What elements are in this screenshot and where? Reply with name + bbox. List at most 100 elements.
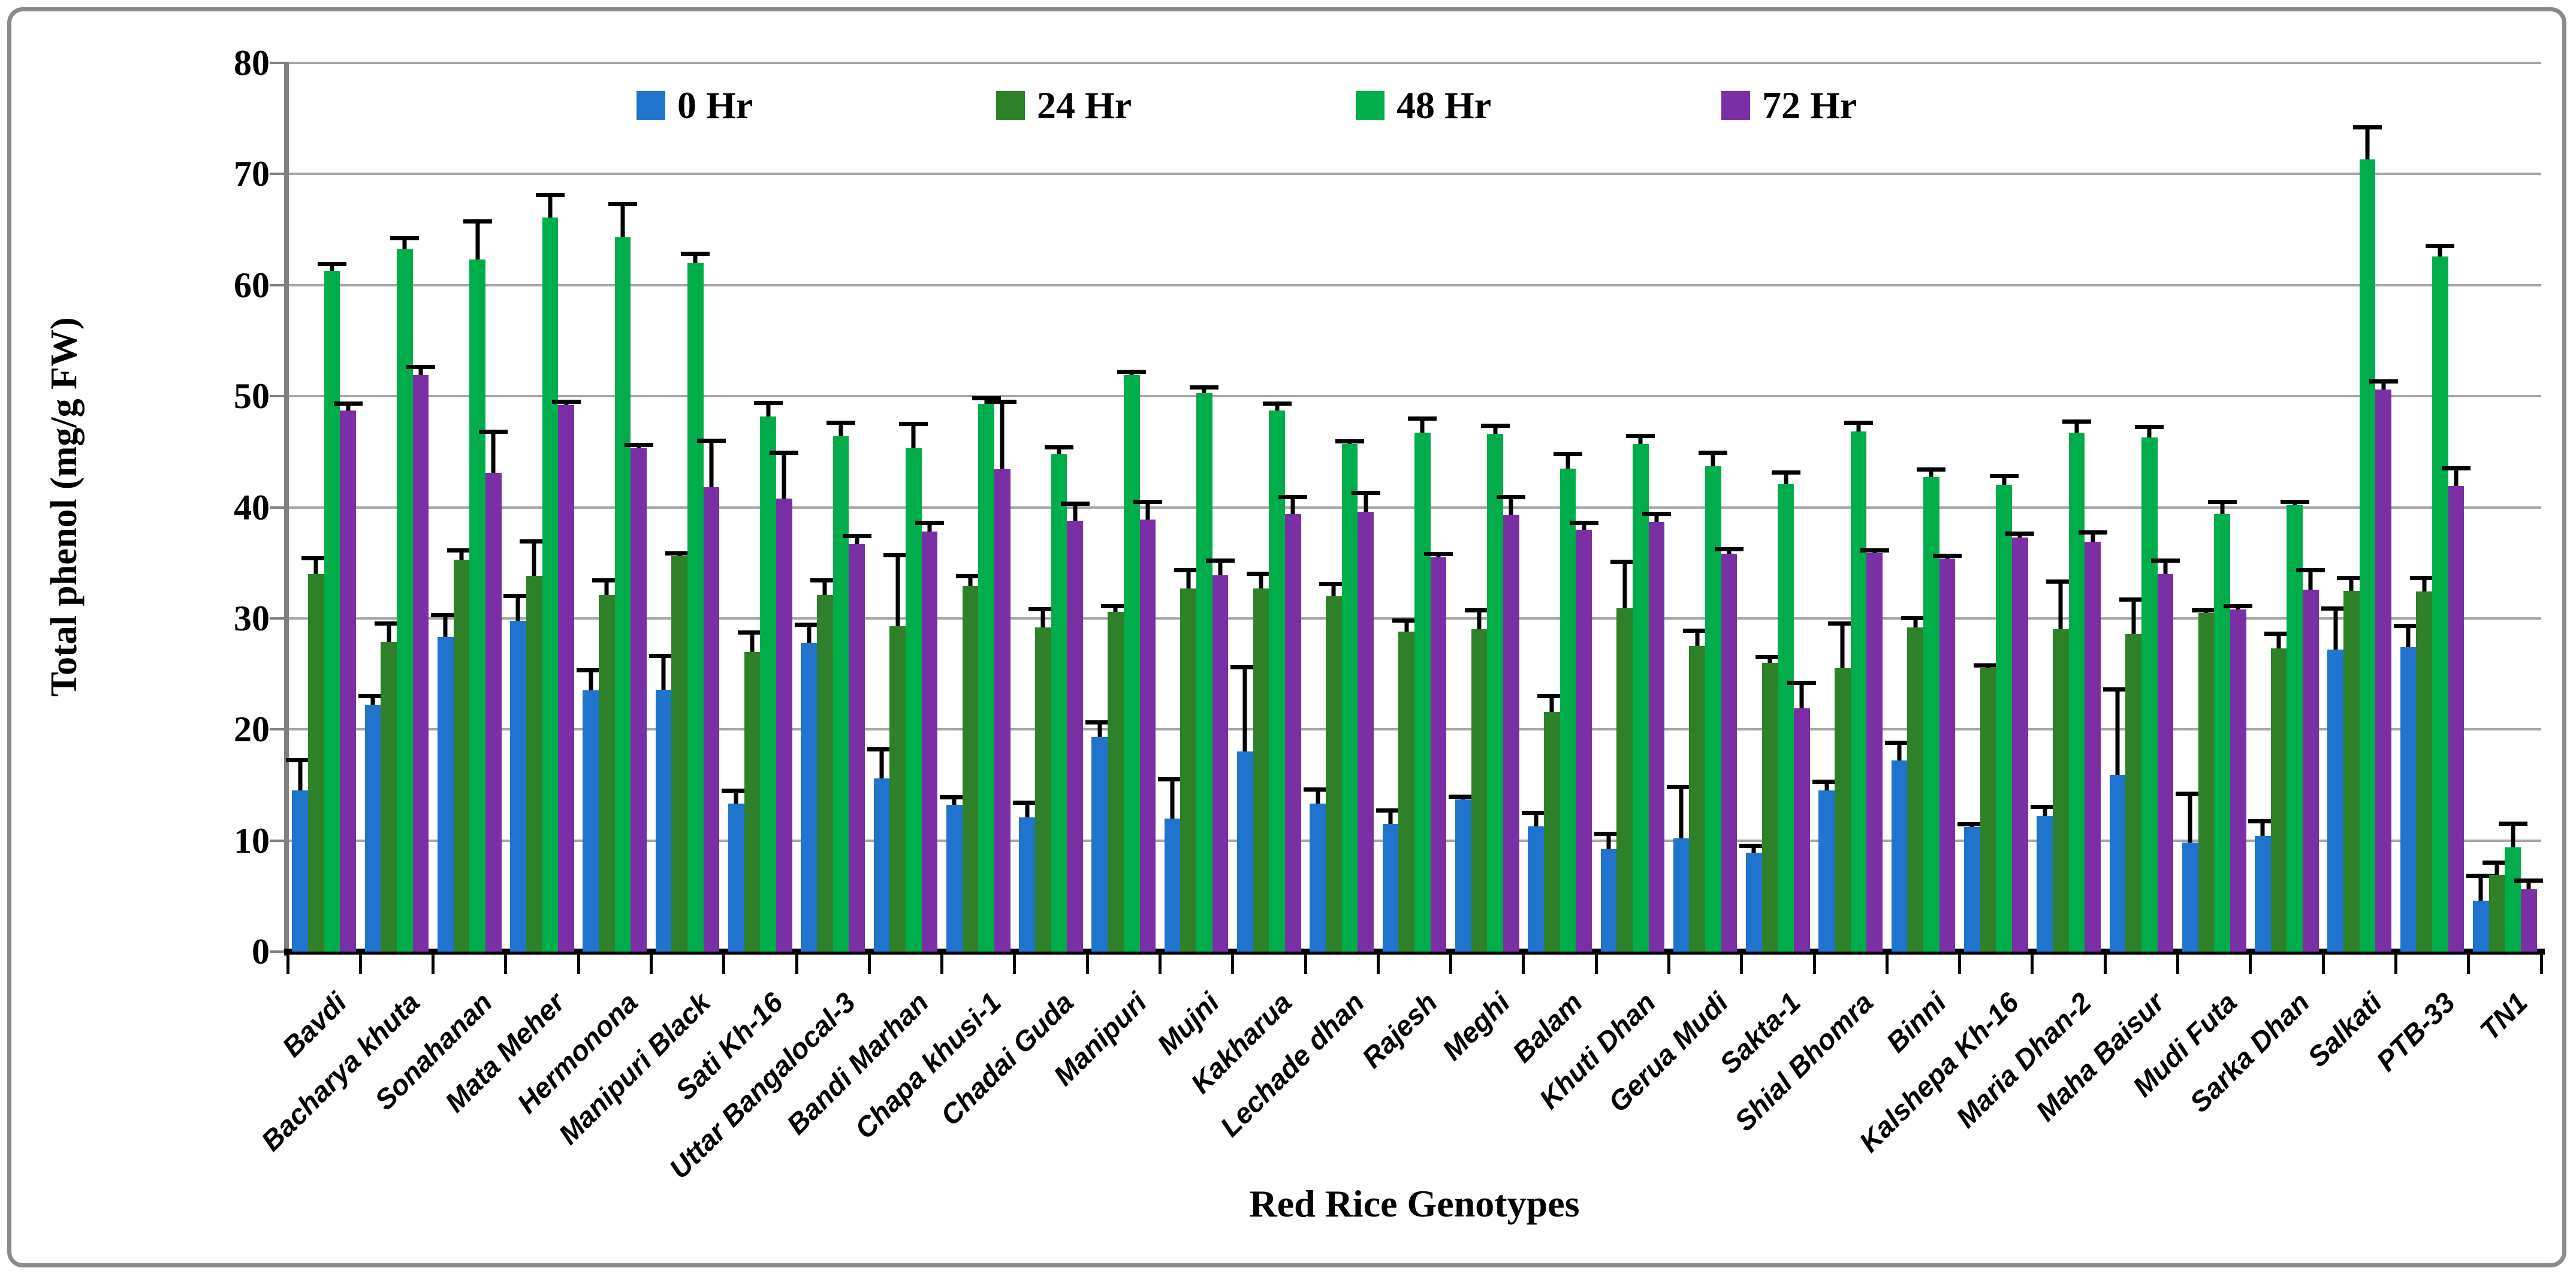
bar-24hr	[301, 556, 331, 952]
error-bar-stem	[1186, 568, 1191, 588]
error-bar-stem	[2058, 579, 2063, 630]
x-axis-tick	[2394, 955, 2397, 974]
legend-item-0hr: 0 Hr	[637, 81, 753, 129]
error-bar	[1553, 451, 1582, 469]
error-bar	[2321, 606, 2350, 650]
error-bar-cap	[1392, 618, 1421, 623]
bar-0hr	[1885, 740, 1914, 952]
error-bar	[753, 400, 783, 416]
error-bar-stem	[1170, 777, 1175, 819]
bar-72hr	[2296, 568, 2325, 952]
bar-0hr	[649, 654, 678, 952]
error-bar	[2296, 568, 2325, 590]
bar-group	[503, 63, 581, 952]
error-bar	[2046, 579, 2076, 630]
error-bar-cap	[2062, 419, 2091, 424]
bar-24hr	[1755, 655, 1785, 952]
bar-0hr	[503, 594, 533, 952]
bar-group	[649, 63, 726, 952]
error-bar	[738, 630, 767, 652]
error-bar-cap	[1626, 434, 1655, 439]
error-bar	[697, 438, 726, 488]
error-bar-stem	[1097, 720, 1102, 738]
bar-group	[2466, 63, 2544, 952]
error-bar-stem	[589, 668, 593, 691]
gridline	[288, 283, 2541, 286]
error-bar-cap	[1787, 680, 1817, 685]
error-bar-cap	[2078, 530, 2107, 535]
error-bar-cap	[988, 399, 1017, 404]
x-axis-tick	[432, 955, 435, 974]
error-bar	[2062, 419, 2091, 433]
error-bar	[915, 520, 944, 532]
error-bar-stem	[1242, 665, 1247, 752]
error-bar-stem	[2494, 861, 2499, 876]
bar-72hr	[551, 399, 581, 952]
error-bar	[770, 450, 799, 499]
error-bar-cap	[915, 520, 944, 525]
error-bar-stem	[693, 252, 698, 263]
error-bar-cap	[1174, 568, 1203, 573]
error-bar	[899, 421, 928, 449]
error-bar	[2005, 532, 2035, 538]
error-bar-cap	[1885, 740, 1914, 745]
bar-72hr	[1642, 511, 1671, 952]
bar-group	[2321, 63, 2398, 952]
error-bar	[1174, 568, 1203, 588]
error-bar	[883, 553, 912, 626]
legend-label: 48 Hr	[1396, 84, 1492, 126]
bar-0hr	[1812, 779, 1841, 952]
x-axis-tick	[1304, 955, 1307, 974]
y-tick-label: 40	[234, 487, 270, 527]
error-bar	[503, 594, 533, 621]
error-bar-stem	[1316, 787, 1320, 804]
error-bar	[2224, 603, 2253, 610]
bar-72hr	[1933, 553, 1962, 952]
error-bar-cap	[2207, 499, 2237, 504]
error-bar	[1755, 655, 1785, 663]
error-bar-stem	[313, 556, 318, 574]
error-bar	[1423, 551, 1453, 557]
error-bar-cap	[1278, 495, 1308, 500]
error-bar	[2191, 608, 2221, 613]
legend-label: 24 Hr	[1037, 84, 1132, 126]
bar-group	[1376, 63, 1453, 952]
bar-48hr	[2280, 499, 2309, 952]
bar-group	[2103, 63, 2180, 952]
error-bar-stem	[2276, 632, 2281, 648]
error-bar-cap	[2394, 624, 2423, 629]
error-bar-stem	[1856, 420, 1861, 432]
error-bar-cap	[1408, 416, 1437, 421]
bar-48hr	[2062, 419, 2091, 952]
error-bar-stem	[2115, 687, 2120, 775]
error-bar	[1642, 511, 1671, 522]
bar-72hr	[915, 520, 944, 952]
x-axis-tick	[1085, 955, 1089, 974]
x-axis-tick	[2103, 955, 2107, 974]
error-bar	[551, 399, 581, 405]
error-bar-cap	[592, 578, 622, 583]
error-bar-cap	[1755, 655, 1785, 660]
error-bar	[1610, 559, 1639, 609]
error-bar-stem	[2308, 568, 2313, 590]
error-bar-cap	[624, 443, 653, 447]
error-bar-stem	[2478, 874, 2483, 901]
error-bar-stem	[1751, 844, 1756, 853]
error-bar	[447, 548, 476, 560]
bar-48hr	[1117, 369, 1147, 952]
x-axis-tick	[867, 955, 871, 974]
bar-72hr	[333, 401, 363, 952]
x-axis-tick	[577, 955, 580, 974]
error-bar-stem	[2131, 597, 2136, 634]
error-bar-cap	[1933, 553, 1962, 558]
error-bar-cap	[2119, 597, 2148, 602]
error-bar	[2426, 244, 2455, 256]
error-bar-cap	[1715, 547, 1744, 552]
bar-72hr	[2224, 603, 2253, 952]
error-bar-stem	[1493, 424, 1498, 434]
error-bar-cap	[2483, 861, 2511, 865]
bar-0hr	[1158, 777, 1187, 952]
error-bar	[1085, 720, 1114, 738]
error-bar	[1885, 740, 1914, 761]
y-tick-label: 60	[234, 265, 270, 305]
